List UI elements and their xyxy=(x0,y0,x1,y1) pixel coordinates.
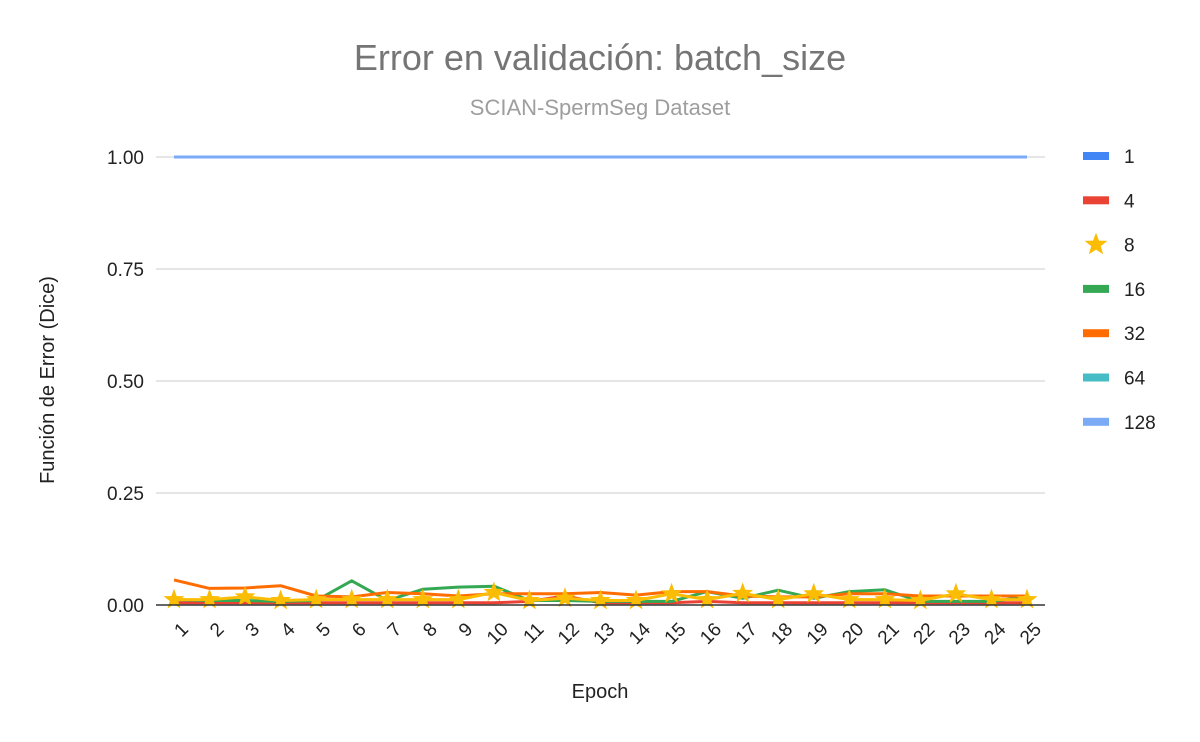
y-tick-label: 0.75 xyxy=(107,260,144,281)
data-point-star xyxy=(447,588,469,609)
x-tick-label: 19 xyxy=(803,619,833,649)
series-8 xyxy=(163,581,1038,610)
x-tick-label: 12 xyxy=(554,619,584,649)
x-tick-label: 1 xyxy=(171,619,193,641)
x-tick-label: 18 xyxy=(767,619,797,649)
y-tick-label: 1.00 xyxy=(107,148,144,169)
legend-label: 16 xyxy=(1124,280,1145,301)
data-point-star xyxy=(199,588,220,609)
x-tick-label: 11 xyxy=(520,619,549,648)
x-tick-label: 25 xyxy=(1016,619,1046,649)
data-point-star xyxy=(661,582,682,603)
x-tick-label: 21 xyxy=(874,619,904,649)
legend-label: 8 xyxy=(1124,236,1135,257)
data-point-star xyxy=(909,589,931,610)
x-tick-label: 3 xyxy=(242,619,264,641)
legend-star-icon xyxy=(1084,232,1108,255)
y-axis-label: Función de Error (Dice) xyxy=(37,276,59,484)
legend-item-128: 128 xyxy=(1083,413,1156,434)
x-tick-label: 9 xyxy=(455,619,477,641)
legend-label: 64 xyxy=(1124,369,1146,390)
x-axis-ticks: 1 2 3 4 5 6 7 8 9 10 11 12 13 14 15 16 17 18 19 20 21 22 23 24 2… xyxy=(171,619,1046,649)
x-tick-label: 24 xyxy=(981,619,1011,649)
x-tick-label: 2 xyxy=(206,619,228,641)
data-point-star xyxy=(234,585,256,606)
data-point-star xyxy=(519,589,540,610)
data-point-star xyxy=(412,588,434,609)
legend-label: 32 xyxy=(1124,324,1145,345)
legend-item-64: 64 xyxy=(1083,369,1146,390)
legend-label: 128 xyxy=(1124,413,1156,434)
data-point-star xyxy=(590,589,611,610)
data-point-star xyxy=(554,587,576,608)
data-point-star xyxy=(696,588,718,609)
data-point-star xyxy=(874,588,896,609)
x-tick-label: 6 xyxy=(348,619,370,641)
data-point-star xyxy=(838,588,860,609)
data-point-star xyxy=(981,588,1002,609)
data-point-star xyxy=(803,582,825,603)
data-point-star xyxy=(305,588,327,609)
x-tick-label: 14 xyxy=(625,619,655,649)
legend-label: 1 xyxy=(1124,147,1135,168)
data-point-star xyxy=(767,588,789,609)
x-tick-label: 17 xyxy=(732,619,762,649)
legend-swatch xyxy=(1083,284,1109,293)
x-tick-label: 4 xyxy=(277,619,300,642)
x-tick-label: 20 xyxy=(838,619,868,649)
x-tick-label: 7 xyxy=(384,619,406,641)
x-tick-label: 15 xyxy=(661,619,691,649)
legend-swatch xyxy=(1083,152,1109,160)
x-tick-label: 5 xyxy=(313,619,335,641)
x-tick-label: 23 xyxy=(945,619,975,649)
x-tick-label: 10 xyxy=(483,619,513,649)
legend-swatch xyxy=(1083,329,1109,338)
y-tick-label: 0.50 xyxy=(107,372,144,393)
y-axis-ticks: 0.00 0.25 0.50 0.75 1.00 xyxy=(107,148,144,617)
x-tick-label: 8 xyxy=(419,619,441,641)
x-tick-label: 16 xyxy=(696,619,726,649)
legend-item-8: 8 xyxy=(1084,232,1135,257)
data-point-star xyxy=(163,588,185,609)
data-point-star xyxy=(945,582,967,603)
legend-item-1: 1 xyxy=(1083,147,1135,168)
legend-swatch xyxy=(1083,196,1109,205)
legend-swatch xyxy=(1083,373,1109,382)
legend-swatch xyxy=(1083,417,1109,426)
data-point-star xyxy=(1016,588,1038,609)
y-tick-label: 0.00 xyxy=(107,596,144,617)
data-point-star xyxy=(732,582,754,603)
data-point-star xyxy=(341,588,363,609)
series-group xyxy=(163,155,1038,610)
legend: 1 4 8 16 32 64 128 xyxy=(1083,147,1156,434)
x-axis-label: Epoch xyxy=(572,681,629,703)
data-point-star xyxy=(270,589,292,610)
chart-title: Error en validación: batch_size xyxy=(354,37,846,78)
chart-subtitle: SCIAN-SpermSeg Dataset xyxy=(470,95,730,120)
legend-item-32: 32 xyxy=(1083,324,1145,345)
legend-item-4: 4 xyxy=(1083,191,1135,212)
grid-lines xyxy=(156,156,1045,494)
legend-label: 4 xyxy=(1124,191,1135,212)
y-tick-label: 0.25 xyxy=(107,484,144,505)
data-point-star xyxy=(376,588,398,609)
data-point-star xyxy=(483,581,505,602)
legend-item-16: 16 xyxy=(1083,280,1145,301)
x-tick-label: 13 xyxy=(590,619,620,649)
data-point-star xyxy=(625,589,647,610)
x-tick-label: 22 xyxy=(910,619,940,649)
